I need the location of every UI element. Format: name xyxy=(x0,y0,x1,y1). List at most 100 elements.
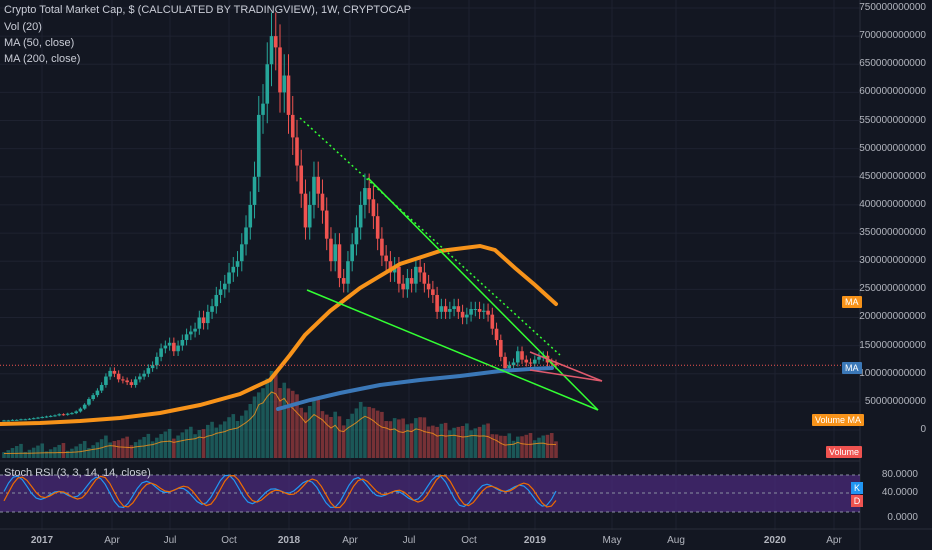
d-tag: D xyxy=(851,495,863,507)
volume-bar xyxy=(78,443,83,458)
candle xyxy=(324,210,329,239)
candle xyxy=(82,404,87,409)
price-axis-label: 100000000000 xyxy=(859,367,926,379)
candle xyxy=(150,365,155,369)
candle xyxy=(172,342,176,352)
chart-title[interactable]: Crypto Total Market Cap, $ (CALCULATED B… xyxy=(4,4,412,16)
volume-bar xyxy=(19,443,23,458)
volume-bar xyxy=(108,442,112,458)
candle xyxy=(112,370,117,374)
price-axis-label: 300000000000 xyxy=(859,255,926,267)
volume-bar xyxy=(384,421,388,458)
ma-top-tag: MA xyxy=(842,296,862,308)
volume-bar xyxy=(273,371,278,458)
volume-bar xyxy=(371,408,376,458)
candle xyxy=(392,266,397,273)
volume-bar xyxy=(248,404,253,458)
candle xyxy=(367,188,371,200)
candle xyxy=(10,419,15,421)
volume-bar xyxy=(363,406,367,458)
candle xyxy=(307,204,312,228)
candle xyxy=(239,244,244,262)
candle xyxy=(116,373,121,380)
volume-bar xyxy=(91,445,95,458)
volume-bar xyxy=(426,426,431,458)
candle xyxy=(409,278,414,284)
price-axis-label: 700000000000 xyxy=(859,30,926,42)
candle xyxy=(27,418,32,420)
price-axis-label: 500000000000 xyxy=(859,142,926,154)
candle xyxy=(189,331,193,335)
volume-bar xyxy=(239,415,244,458)
price-axis-label: 150000000000 xyxy=(859,339,926,351)
price-axis-label: 350000000000 xyxy=(859,227,926,239)
candle xyxy=(414,266,418,284)
price-axis-label: 650000000000 xyxy=(859,58,926,70)
candle xyxy=(482,310,486,312)
candle xyxy=(380,238,384,256)
volume-bar xyxy=(180,432,185,458)
candle xyxy=(91,395,95,400)
candle xyxy=(397,266,401,284)
candle xyxy=(218,289,223,295)
candle xyxy=(422,272,427,284)
candle xyxy=(48,415,53,417)
candle xyxy=(184,334,189,340)
candle xyxy=(350,244,354,262)
dotted-trendline xyxy=(299,117,561,356)
volume-ma-line xyxy=(4,391,557,454)
candle xyxy=(401,283,405,290)
time-axis-label: 2018 xyxy=(277,535,301,546)
volume-bar xyxy=(261,388,265,458)
candle xyxy=(14,419,19,421)
time-axis-label: Jul xyxy=(163,535,177,546)
volume-bar xyxy=(541,435,546,458)
indicator-ma50[interactable]: MA (50, close) xyxy=(4,37,75,49)
candle xyxy=(121,379,125,381)
volume-bar xyxy=(116,440,121,458)
candle xyxy=(456,306,461,312)
volume-ma-tag: Volume MA xyxy=(812,414,865,426)
volume-bar xyxy=(214,427,219,458)
candle xyxy=(193,328,197,332)
candle xyxy=(511,362,516,366)
candle xyxy=(129,382,134,385)
volume-bar xyxy=(278,388,282,458)
volume-bar xyxy=(244,410,248,458)
rsi-axis-label: 0.0000 xyxy=(887,512,918,523)
volume-bar xyxy=(435,426,439,458)
rsi-axis-label: 40.0000 xyxy=(881,487,918,498)
volume-bar xyxy=(172,438,176,458)
candle xyxy=(431,289,435,295)
volume-bar xyxy=(397,419,401,458)
volume-bar xyxy=(99,439,104,458)
candle xyxy=(70,413,74,415)
candle xyxy=(31,418,36,420)
candle xyxy=(40,417,45,419)
volume-bar xyxy=(44,451,49,458)
indicator-ma200[interactable]: MA (200, close) xyxy=(4,53,81,65)
volume-bar xyxy=(129,445,134,458)
candle xyxy=(278,47,282,93)
volume-bar xyxy=(537,437,541,458)
candle xyxy=(19,419,23,421)
volume-bar xyxy=(252,396,257,458)
red-trendline xyxy=(529,351,603,382)
candle xyxy=(36,417,40,419)
resistance-trendline xyxy=(367,177,599,411)
candle xyxy=(282,75,287,93)
candle xyxy=(53,415,57,417)
volume-bar xyxy=(422,417,427,458)
candle xyxy=(418,266,422,273)
volume-bar xyxy=(6,450,11,458)
volume-bar xyxy=(524,434,529,458)
indicator-volume[interactable]: Vol (20) xyxy=(4,21,42,33)
volume-bar xyxy=(499,435,503,458)
candle xyxy=(486,310,490,315)
stoch-rsi-title[interactable]: Stoch RSI (3, 3, 14, 14, close) xyxy=(4,467,151,479)
volume-bar xyxy=(197,430,202,458)
volume-bar xyxy=(324,414,329,458)
candle xyxy=(490,314,495,329)
